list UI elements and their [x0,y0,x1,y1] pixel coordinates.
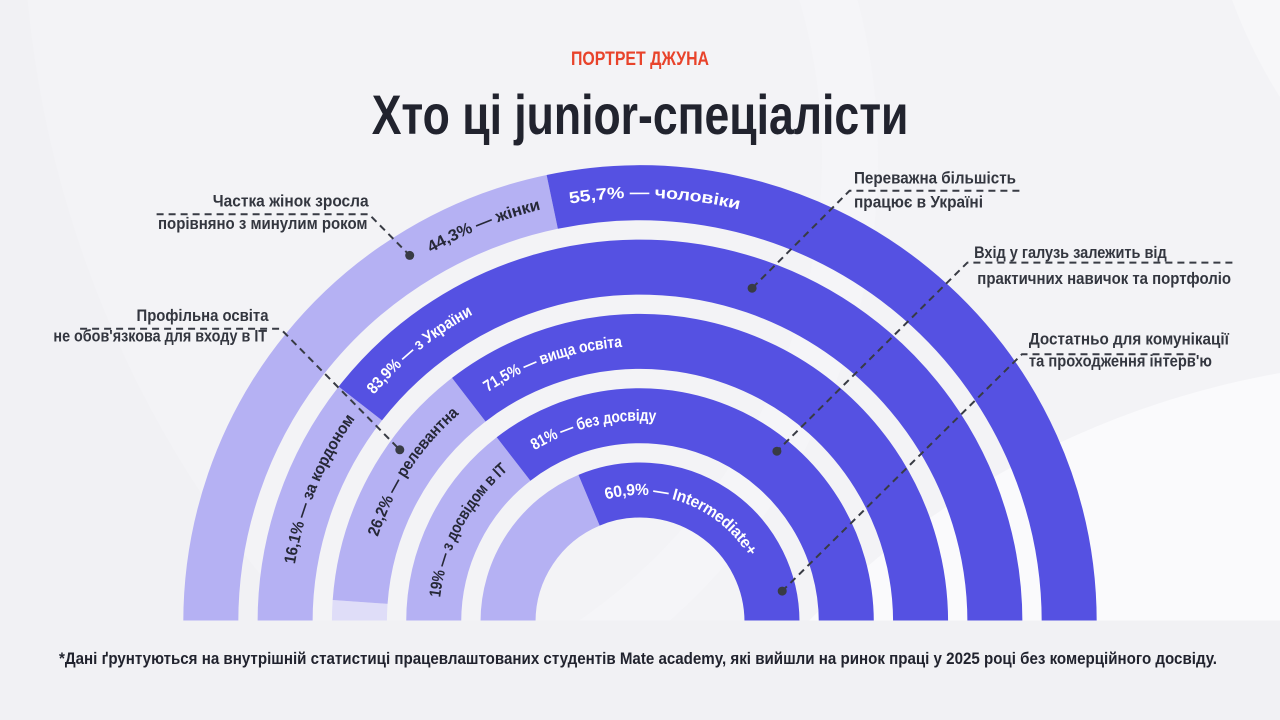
svg-text:працює в Україні: працює в Україні [854,194,983,212]
svg-text:Достатньо для комунікації: Достатньо для комунікації [1029,331,1229,349]
svg-text:Частка жінок зросла: Частка жінок зросла [213,193,370,211]
svg-text:практичних навичок та портфолі: практичних навичок та портфоліо [977,270,1231,288]
svg-text:ПОРТРЕТ ДЖУНА: ПОРТРЕТ ДЖУНА [571,49,709,70]
svg-text:*Дані ґрунтуються на внутрішні: *Дані ґрунтуються на внутрішній статисти… [59,649,1217,668]
svg-text:Профільна освіта: Профільна освіта [137,307,270,325]
svg-text:Вхід у галузь залежить від: Вхід у галузь залежить від [974,244,1167,262]
svg-text:та проходження інтерв'ю: та проходження інтерв'ю [1029,353,1212,371]
svg-text:Переважна більшість: Переважна більшість [854,170,1016,188]
svg-text:не обов'язкова для входу в ІТ: не обов'язкова для входу в ІТ [53,328,267,346]
svg-text:порівняно з минулим роком: порівняно з минулим роком [158,215,368,233]
svg-text:Хто ці junior-спеціалісти: Хто ці junior-спеціалісти [372,83,909,146]
